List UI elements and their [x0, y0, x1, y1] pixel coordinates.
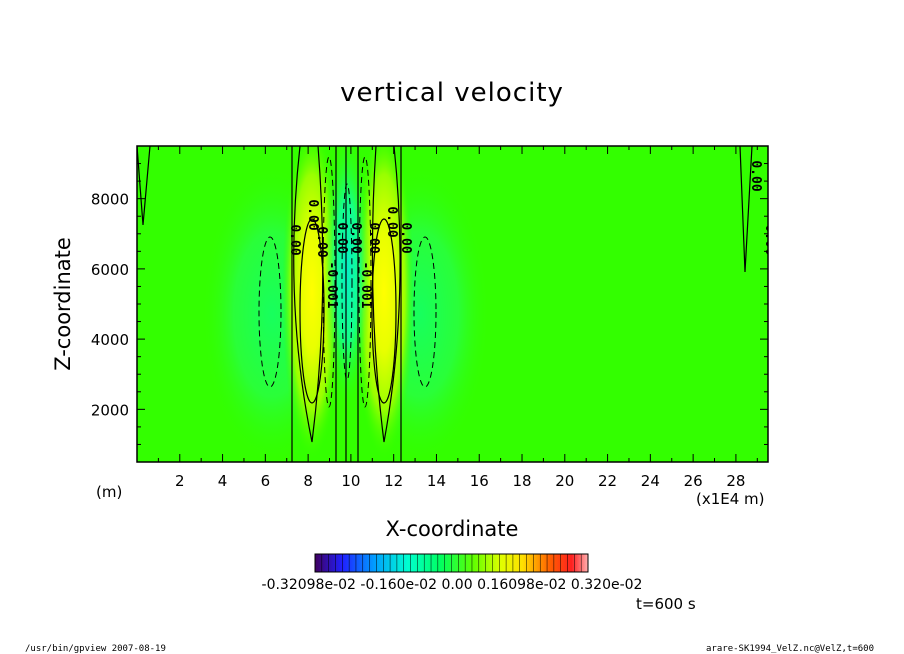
x-tick-label: 4	[218, 472, 228, 490]
x-tick-label: 28	[726, 472, 745, 490]
footer-right: arare-SK1994_VelZ.nc@VelZ,t=600	[706, 644, 874, 654]
contour-label: 0.00	[287, 224, 302, 255]
figure: vertical velocity	[0, 0, 904, 654]
x-axis-title: X-coordinate	[386, 517, 519, 541]
x-unit-label: (m)	[96, 483, 122, 501]
footer-left: /usr/bin/gpview 2007-08-19	[25, 644, 166, 654]
y-tick-label: 4000	[91, 331, 129, 349]
x-tick-label: 16	[470, 472, 489, 490]
contour-label: 0.00	[334, 222, 349, 253]
y-tick-label: 6000	[91, 261, 129, 279]
x-tick-label: 10	[341, 472, 360, 490]
y-tick-label: 2000	[91, 401, 129, 419]
x-tick-label: 18	[512, 472, 531, 490]
plot-field: 0.00 0.00 0.00 0.00 0.00 0.00 0.00 -0.00…	[137, 124, 777, 464]
x-tick-label: 26	[684, 472, 703, 490]
contour-label: 0.00	[314, 226, 329, 257]
chart-title: vertical velocity	[340, 78, 564, 108]
x-tick-label: 22	[598, 472, 617, 490]
colorbar-labels: -0.32098e-02 -0.160e-02 0.00 0.16098e-02…	[262, 577, 643, 593]
x-tick-label: 14	[427, 472, 446, 490]
contour-label: 0.00	[348, 222, 363, 253]
contour-label: -0.001	[324, 262, 339, 309]
x-tick-label: 6	[261, 472, 271, 490]
x-tick-label: 8	[303, 472, 313, 490]
x-tick-label: 20	[555, 472, 574, 490]
time-label: t=600 s	[636, 595, 696, 613]
contour-label: 0.00	[398, 222, 413, 253]
x-tick-label: 24	[641, 472, 660, 490]
contour-label: 0.00	[366, 222, 381, 253]
contour-label: 0.00	[748, 160, 763, 191]
x-tick-label: 2	[175, 472, 185, 490]
y-axis-title: Z-coordinate	[51, 237, 75, 371]
x-tick-label: 12	[384, 472, 403, 490]
contour-label: -0.001	[358, 262, 373, 309]
y-tick-label: 8000	[91, 191, 129, 209]
x-scale-label: (x1E4 m)	[696, 490, 765, 508]
contour-label: 0.00	[384, 206, 399, 237]
